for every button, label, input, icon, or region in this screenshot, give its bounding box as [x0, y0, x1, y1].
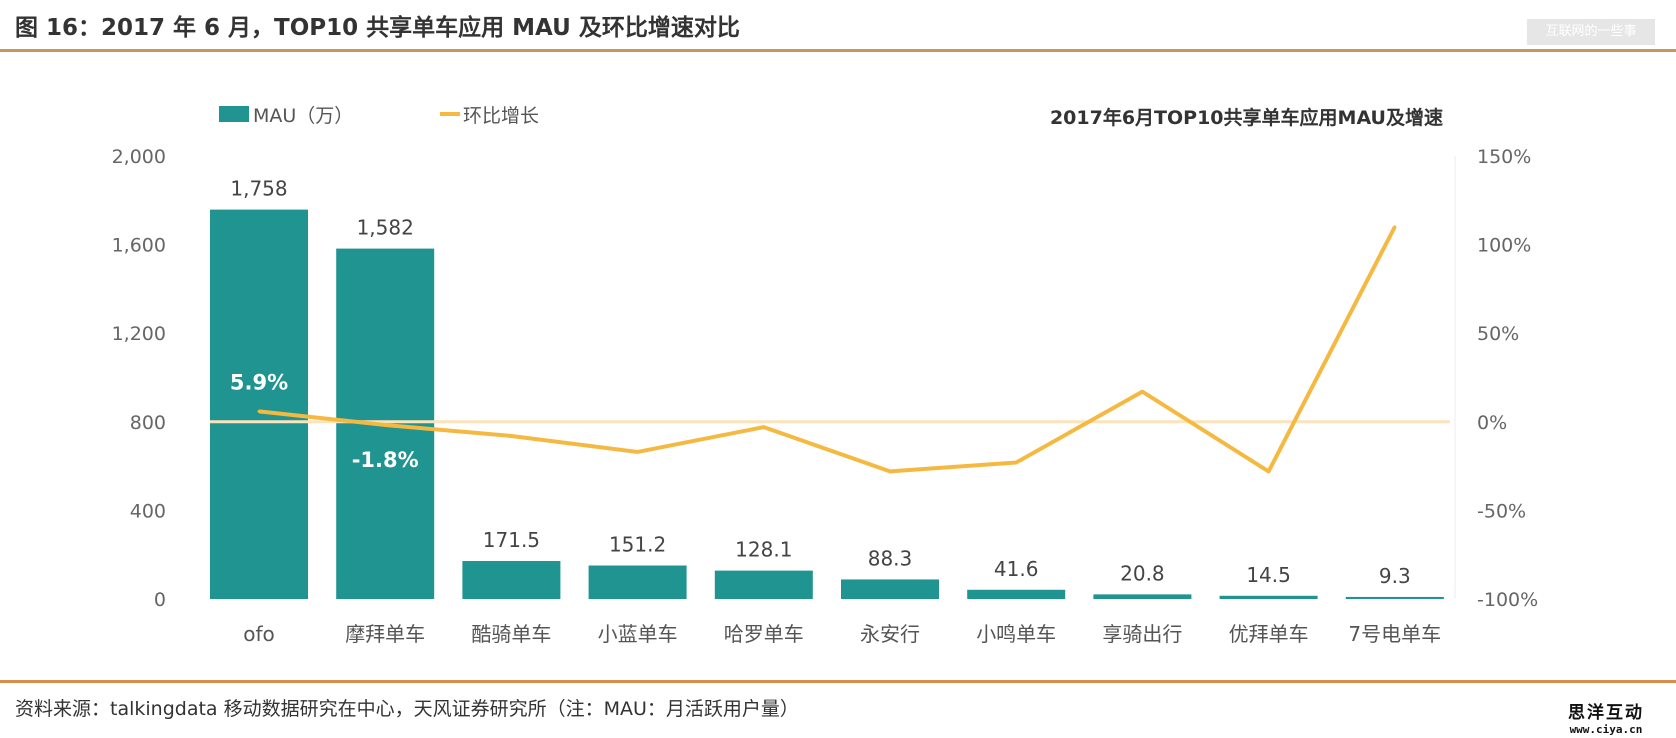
- growth-point-摩拜单车: [383, 423, 387, 427]
- bar-ofo: [210, 209, 308, 599]
- bar-value-label: 128.1: [735, 538, 792, 562]
- right-tick-label: 50%: [1477, 323, 1519, 345]
- bar-value-label: 20.8: [1120, 561, 1165, 585]
- right-tick-label: 0%: [1477, 412, 1507, 434]
- bar-7号电单车: [1345, 596, 1444, 599]
- bar-value-label: 9.3: [1379, 564, 1411, 588]
- bar-value-label: 14.5: [1246, 563, 1291, 587]
- category-label: 享骑出行: [1102, 622, 1182, 646]
- bar-小蓝单车: [588, 565, 687, 599]
- growth-point-label: -1.8%: [352, 448, 419, 472]
- left-tick-label: 2,000: [112, 146, 166, 168]
- logo-url: www.ciya.cn: [1569, 723, 1643, 736]
- growth-point-永安行: [888, 469, 892, 473]
- bar-酷骑单车: [462, 561, 561, 599]
- left-tick-label: 1,200: [112, 323, 166, 345]
- bar-value-label: 1,758: [230, 177, 287, 201]
- category-label: ofo: [243, 622, 275, 646]
- bar-value-label: 41.6: [994, 557, 1039, 581]
- growth-point-哈罗单车: [762, 425, 766, 429]
- bar-小鸣单车: [967, 589, 1066, 599]
- category-label: 酷骑单车: [471, 622, 551, 646]
- legend-line-label: 环比增长: [463, 105, 539, 127]
- bar-value-label: 88.3: [868, 546, 913, 570]
- right-tick-label: -50%: [1477, 500, 1526, 522]
- growth-point-label: 5.9%: [230, 370, 288, 394]
- top-divider: [0, 49, 1676, 52]
- bar-value-label: 151.2: [609, 533, 666, 557]
- bottom-divider: [0, 680, 1676, 683]
- legend-line-swatch: [440, 112, 460, 116]
- left-tick-label: 800: [130, 412, 166, 434]
- growth-line: [258, 225, 1397, 474]
- bar-value-label: 171.5: [483, 528, 540, 552]
- chart-title: 2017年6月TOP10共享单车应用MAU及增速: [1050, 106, 1443, 129]
- figure-title: 图 16：2017 年 6 月，TOP10 共享单车应用 MAU 及环比增速对比: [15, 15, 740, 41]
- category-label: 摩拜单车: [345, 622, 425, 646]
- category-label: 哈罗单车: [724, 622, 804, 646]
- category-label: 优拜单车: [1229, 622, 1309, 646]
- legend-bar-label: MAU（万）: [253, 105, 353, 127]
- growth-point-小蓝单车: [636, 450, 640, 454]
- bar-优拜单车: [1219, 595, 1318, 599]
- right-tick-label: 100%: [1477, 235, 1531, 257]
- left-tick-label: 0: [154, 589, 166, 611]
- logo-text: 思洋互动: [1568, 703, 1644, 723]
- legend-bar-swatch: [219, 106, 249, 122]
- category-label: 小蓝单车: [598, 622, 678, 646]
- growth-point-ofo: [257, 409, 261, 413]
- right-tick-label: -100%: [1477, 589, 1538, 611]
- growth-point-小鸣单车: [1014, 461, 1018, 465]
- bar-永安行: [841, 579, 939, 599]
- growth-point-酷骑单车: [509, 434, 513, 438]
- bar-哈罗单车: [714, 570, 813, 599]
- growth-point-享骑出行: [1140, 390, 1144, 394]
- category-label: 7号电单车: [1348, 622, 1441, 646]
- source-note: 资料来源：talkingdata 移动数据研究在中心，天风证券研究所（注：MAU…: [15, 698, 799, 720]
- chart: MAU（万） 环比增长 2017年6月TOP10共享单车应用MAU及增速 0 400 80…: [112, 105, 1539, 646]
- growth-point-7号电单车: [1393, 225, 1397, 229]
- category-label: 永安行: [860, 622, 920, 646]
- left-tick-label: 1,600: [112, 235, 166, 257]
- growth-point-优拜单车: [1267, 469, 1271, 473]
- category-label: 小鸣单车: [976, 622, 1056, 646]
- logo: 思洋互动 www.ciya.cn: [1568, 698, 1644, 736]
- watermark: 互联网的一些事: [1527, 19, 1655, 45]
- right-tick-label: 150%: [1477, 146, 1531, 168]
- left-tick-label: 400: [130, 500, 166, 522]
- bar-享骑出行: [1093, 594, 1192, 599]
- bar-value-label: 1,582: [357, 216, 414, 240]
